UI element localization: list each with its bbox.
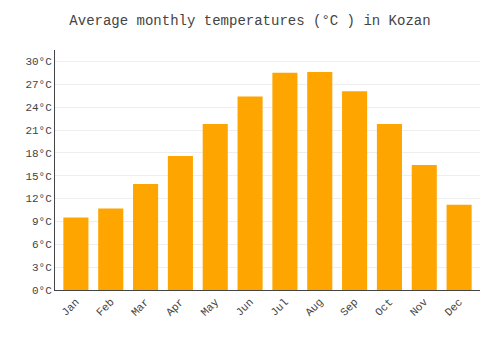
svg-text:9°C: 9°C: [32, 216, 52, 228]
svg-text:21°C: 21°C: [25, 125, 52, 137]
svg-text:15°C: 15°C: [25, 171, 52, 183]
svg-text:Mar: Mar: [129, 296, 151, 318]
svg-text:Feb: Feb: [94, 296, 116, 318]
svg-text:Jun: Jun: [234, 296, 256, 318]
svg-text:24°C: 24°C: [25, 102, 52, 114]
svg-text:6°C: 6°C: [32, 239, 52, 251]
svg-text:12°C: 12°C: [25, 193, 52, 205]
svg-text:30°C: 30°C: [25, 56, 52, 68]
svg-text:3°C: 3°C: [32, 262, 52, 274]
svg-text:0°C: 0°C: [32, 285, 52, 297]
svg-text:Sep: Sep: [338, 296, 360, 318]
svg-text:Dec: Dec: [443, 296, 465, 318]
svg-text:Jul: Jul: [268, 296, 290, 318]
svg-text:Nov: Nov: [408, 296, 431, 319]
svg-text:27°C: 27°C: [25, 79, 52, 91]
svg-text:Jan: Jan: [59, 296, 81, 318]
svg-text:18°C: 18°C: [25, 148, 52, 160]
svg-text:Apr: Apr: [164, 296, 186, 318]
svg-text:May: May: [199, 296, 222, 319]
svg-text:Oct: Oct: [373, 296, 395, 318]
svg-text:Aug: Aug: [303, 296, 325, 318]
svg-text:Average monthly temperatures (: Average monthly temperatures (°C ) in Ko…: [69, 13, 430, 29]
